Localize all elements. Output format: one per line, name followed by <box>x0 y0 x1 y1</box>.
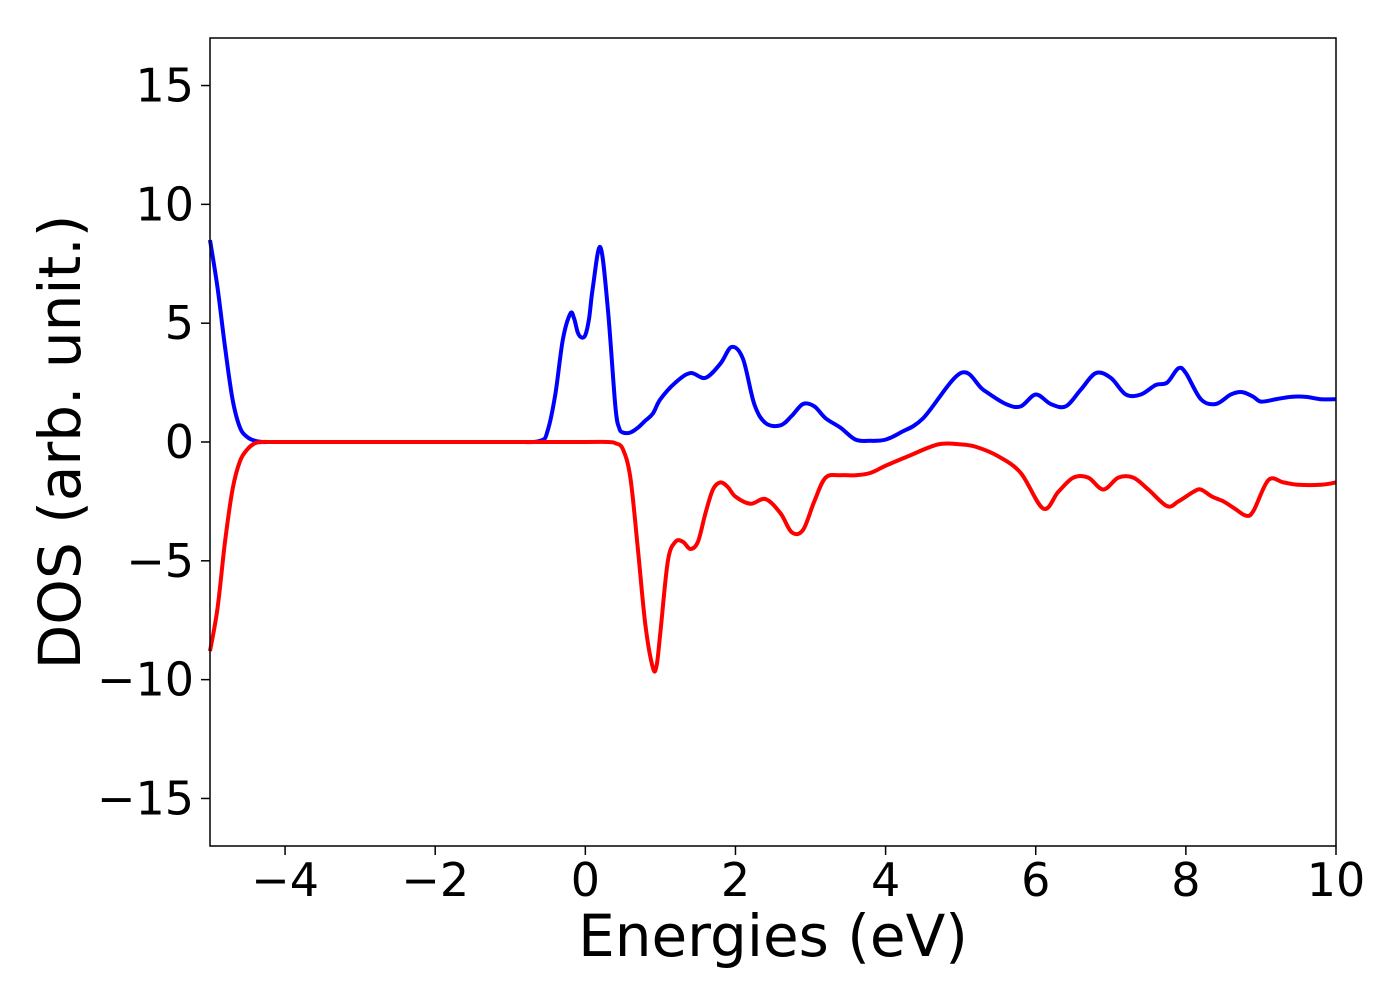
y-tick-label: 15 <box>135 59 194 113</box>
series-line-2 <box>208 439 1337 674</box>
x-tick-label: 2 <box>721 853 750 907</box>
x-tick-label: 4 <box>871 853 900 907</box>
y-tick-label: 10 <box>135 177 194 231</box>
series-line-1 <box>208 239 1337 445</box>
x-tick-label: 0 <box>571 853 600 907</box>
y-tick-label: 5 <box>165 296 194 350</box>
x-axis-title: Energies (eV) <box>578 902 968 970</box>
y-axis-title: DOS (arb. unit.) <box>26 215 94 670</box>
x-tick-label: 6 <box>1021 853 1050 907</box>
y-tick-label: 0 <box>165 415 194 469</box>
x-tick-label: 10 <box>1307 853 1366 907</box>
y-tick-label: −5 <box>126 534 194 588</box>
y-tick-label: −10 <box>97 653 194 707</box>
x-tick-label: −4 <box>251 853 319 907</box>
x-tick-label: −2 <box>401 853 469 907</box>
y-tick-label: −15 <box>97 771 194 825</box>
y-ticks: 15 10 5 0 −5 −10 −15 <box>97 59 210 825</box>
x-tick-label: 8 <box>1171 853 1200 907</box>
series-layer <box>208 239 1337 674</box>
x-ticks: −4 −2 0 2 4 6 8 10 <box>251 846 1365 907</box>
